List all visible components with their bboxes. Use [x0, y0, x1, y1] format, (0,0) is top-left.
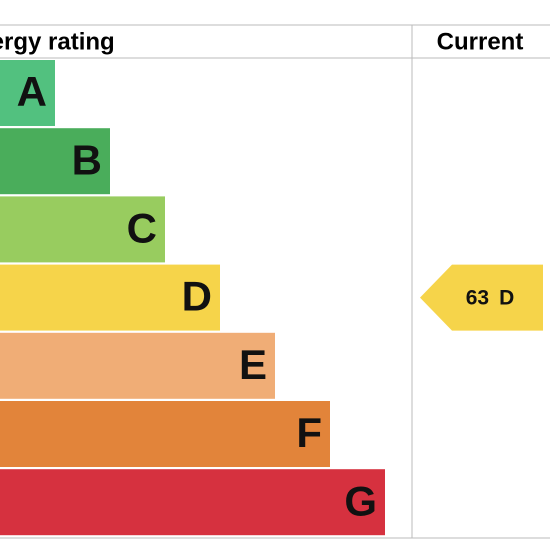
- band-bar: [0, 60, 55, 126]
- band-letter: E: [239, 341, 267, 388]
- band-bar: [0, 401, 330, 467]
- current-rating: 63 D: [466, 286, 515, 309]
- band-letter: D: [182, 273, 212, 320]
- band-letter: C: [127, 204, 157, 251]
- current-arrow: [420, 264, 543, 331]
- header-title: Energy rating: [0, 28, 115, 55]
- band-letter: G: [344, 477, 377, 524]
- band-letter: A: [17, 68, 47, 115]
- header-current: Current: [437, 28, 524, 55]
- band-bar: [0, 469, 385, 536]
- band-bar: [0, 264, 220, 331]
- band-letter: F: [296, 409, 322, 456]
- current-score: 63: [466, 286, 489, 309]
- band-letter: B: [72, 136, 102, 183]
- band-bar: [0, 196, 165, 263]
- band-bar: [0, 332, 275, 399]
- band-bar: [0, 128, 110, 195]
- current-letter: D: [499, 286, 514, 309]
